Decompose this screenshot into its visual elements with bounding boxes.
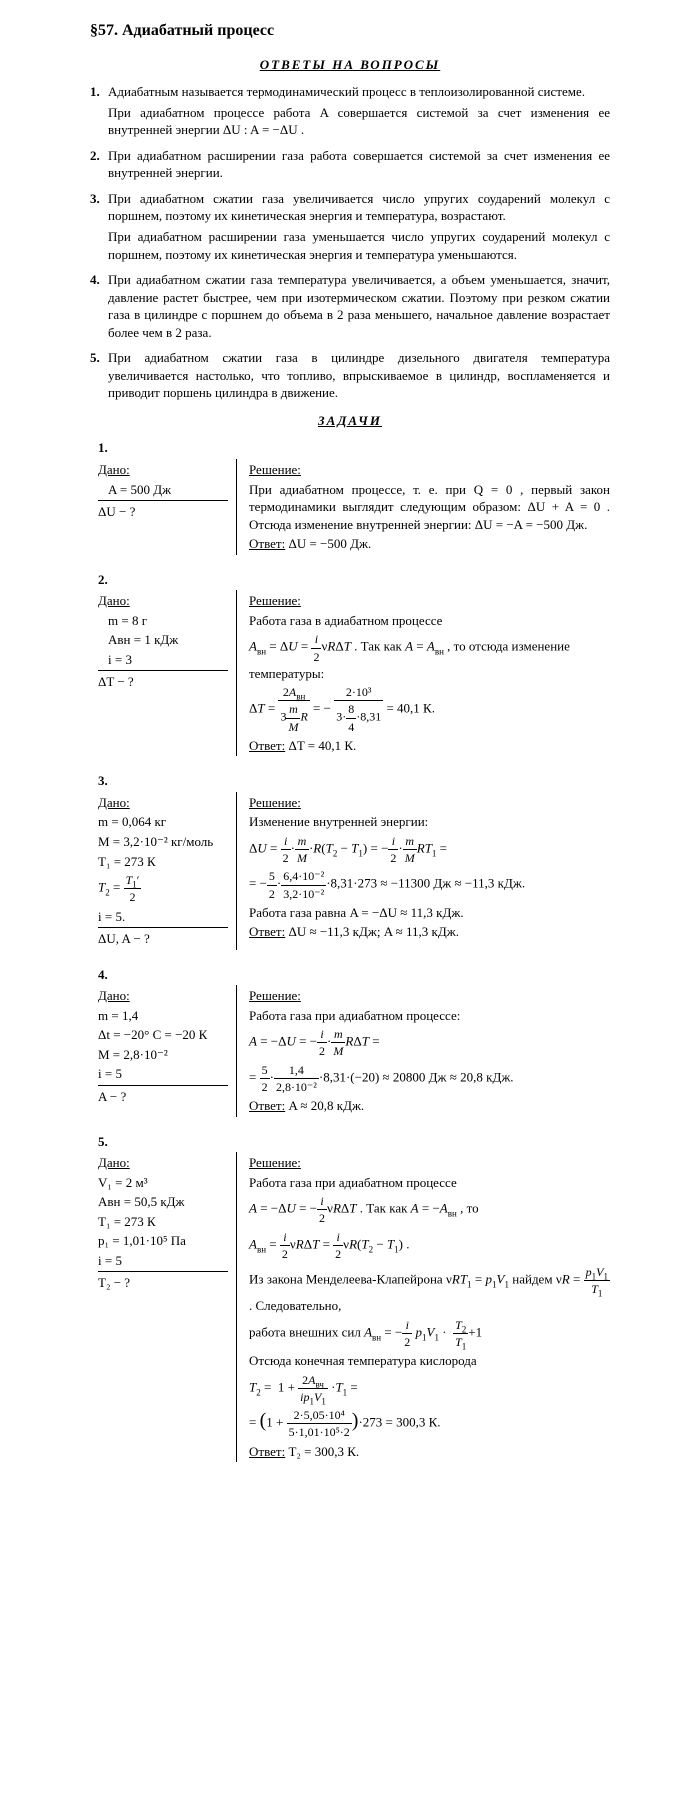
given-label: Дано: (98, 794, 228, 812)
equation: ΔT = 2Aвн3mMR = − 2·10³3·84·8,31 = 40,1 … (249, 684, 610, 735)
solution-text: Работа газа в адиабатном процессе (249, 612, 610, 630)
given-line: A = 500 Дж (98, 481, 228, 499)
equation: Aвн = ΔU = i2νRΔT . Так как A = Aвн , то… (249, 631, 610, 682)
answer-text: ΔU = −500 Дж. (288, 536, 371, 551)
question-2: 2. При адиабатном расширении газа работа… (90, 147, 610, 182)
given-line: i = 5 (98, 1065, 228, 1083)
given-line: V₁ = 2 м³ (98, 1174, 228, 1192)
given-line: M = 2,8·10⁻² (98, 1046, 228, 1064)
solution-label: Решение: (249, 1155, 301, 1170)
given-label: Дано: (98, 592, 228, 610)
questions-list: 1. Адиабатным называется термодинамическ… (90, 83, 610, 402)
q4-text: При адиабатном сжатии газа температура у… (108, 271, 610, 341)
given-line: T₂ − ? (98, 1274, 228, 1292)
problem-number: 3. (98, 772, 610, 790)
given-line: m = 8 г (98, 612, 228, 630)
equation: A = −ΔU = −i2·mMRΔT = (249, 1026, 610, 1059)
equation: Из закона Менделеева-Клапейрона νRT1 = p… (249, 1264, 610, 1315)
given-line: ΔU, A − ? (98, 930, 228, 948)
given-line: m = 0,064 кг (98, 813, 228, 831)
equation: = −52·6,4·10⁻²3,2·10⁻²·8,31·273 ≈ −11300… (249, 868, 610, 901)
given-block: Дано: m = 0,064 кг M = 3,2·10⁻² кг/моль … (90, 792, 237, 950)
problem-4: 4. Дано: m = 1,4 Δt = −20° C = −20 К M =… (90, 966, 610, 1117)
equation: Aвн = i2νRΔT = i2νR(T2 − T1) . (249, 1229, 610, 1262)
given-label: Дано: (98, 987, 228, 1005)
q1-text-b: При адиабатном процессе работа A соверша… (108, 104, 610, 139)
equation: T2 = 1 + 2Aвчip1V1 ·T1 = (249, 1372, 610, 1405)
given-block: Дано: m = 1,4 Δt = −20° C = −20 К M = 2,… (90, 985, 237, 1116)
given-block: Дано: A = 500 Дж ΔU − ? (90, 459, 237, 555)
equation: работа внешних сил Aвн = −i2 p1V1 · T2T1… (249, 1317, 610, 1350)
given-line: ΔU − ? (98, 503, 228, 521)
problem-2: 2. Дано: m = 8 г Aвн = 1 кДж i = 3 ΔT − … (90, 571, 610, 757)
equation: = 52·1,42,8·10⁻²·8,31·(−20) ≈ 20800 Дж ≈… (249, 1062, 610, 1095)
solution-label: Решение: (249, 593, 301, 608)
problem-number: 2. (98, 571, 610, 589)
problem-3: 3. Дано: m = 0,064 кг M = 3,2·10⁻² кг/мо… (90, 772, 610, 949)
solution-text: Отсюда конечная температура кислорода (249, 1352, 610, 1370)
section-answers: ОТВЕТЫ НА ВОПРОСЫ (90, 56, 610, 74)
problem-number: 4. (98, 966, 610, 984)
q5-text: При адиабатном сжатии газа в цилиндре ди… (108, 349, 610, 402)
solution-label: Решение: (249, 988, 301, 1003)
given-line: Aвн = 50,5 кДж (98, 1193, 228, 1211)
given-line: i = 5. (98, 908, 228, 926)
section-problems: ЗАДАЧИ (90, 412, 610, 430)
solution-label: Решение: (249, 795, 301, 810)
problem-number: 1. (98, 439, 610, 457)
solution-label: Решение: (249, 462, 301, 477)
equation: A = −ΔU = −i2νRΔT . Так как A = −Aвн , т… (249, 1193, 610, 1226)
given-block: Дано: m = 8 г Aвн = 1 кДж i = 3 ΔT − ? (90, 590, 237, 756)
given-label: Дано: (98, 461, 228, 479)
given-line: p₁ = 1,01·10⁵ Па (98, 1232, 228, 1250)
page-title: §57. Адиабатный процесс (90, 20, 610, 42)
solution-text: Изменение внутренней энергии: (249, 813, 610, 831)
given-line: m = 1,4 (98, 1007, 228, 1025)
given-line: M = 3,2·10⁻² кг/моль (98, 833, 228, 851)
question-3: 3. При адиабатном сжатии газа увеличивае… (90, 190, 610, 263)
answer-label: Ответ: (249, 1444, 285, 1459)
answer-text: ΔT = 40,1 К. (288, 738, 356, 753)
equation: ΔU = i2·mM·R(T2 − T1) = −i2·mMRT1 = (249, 833, 610, 866)
answer-label: Ответ: (249, 536, 285, 551)
given-line: T₁ = 273 К (98, 853, 228, 871)
answer-text: T₂ = 300,3 К. (288, 1444, 359, 1459)
solution-text: Работа газа равна A = −ΔU ≈ 11,3 кДж. (249, 904, 610, 922)
given-line: Aвн = 1 кДж (98, 631, 228, 649)
equation: = (1 + 2·5,05·10⁴5·1,01·10⁵·2)·273 = 300… (249, 1407, 610, 1440)
solution-block: Решение: При адиабатном процессе, т. е. … (237, 459, 610, 555)
problem-5: 5. Дано: V₁ = 2 м³ Aвн = 50,5 кДж T₁ = 2… (90, 1133, 610, 1463)
question-4: 4. При адиабатном сжатии газа температур… (90, 271, 610, 341)
answer-text: ΔU ≈ −11,3 кДж; A ≈ 11,3 кДж. (288, 924, 459, 939)
answer-label: Ответ: (249, 1098, 285, 1113)
given-label: Дано: (98, 1154, 228, 1172)
solution-text: Работа газа при адиабатном процессе: (249, 1007, 610, 1025)
problem-number: 5. (98, 1133, 610, 1151)
given-line: i = 3 (98, 651, 228, 669)
given-line: T₁ = 273 К (98, 1213, 228, 1231)
solution-block: Решение: Изменение внутренней энергии: Δ… (237, 792, 610, 950)
q3-text-b: При адиабатном расширении газа уменьшает… (108, 228, 610, 263)
given-line: Δt = −20° C = −20 К (98, 1026, 228, 1044)
solution-block: Решение: Работа газа при адиабатном проц… (237, 1152, 610, 1462)
given-line: A − ? (98, 1088, 228, 1106)
answer-text: A ≈ 20,8 кДж. (288, 1098, 364, 1113)
answer-label: Ответ: (249, 924, 285, 939)
solution-text: При адиабатном процессе, т. е. при Q = 0… (249, 481, 610, 534)
problem-1: 1. Дано: A = 500 Дж ΔU − ? Решение: При … (90, 439, 610, 554)
q3-text-a: При адиабатном сжатии газа увеличивается… (108, 190, 610, 225)
q1-text-a: Адиабатным называется термодинамический … (108, 83, 610, 101)
given-line: ΔT − ? (98, 673, 228, 691)
solution-block: Решение: Работа газа при адиабатном проц… (237, 985, 610, 1116)
question-1: 1. Адиабатным называется термодинамическ… (90, 83, 610, 139)
q2-text: При адиабатном расширении газа работа со… (108, 147, 610, 182)
given-block: Дано: V₁ = 2 м³ Aвн = 50,5 кДж T₁ = 273 … (90, 1152, 237, 1462)
solution-block: Решение: Работа газа в адиабатном процес… (237, 590, 610, 756)
answer-label: Ответ: (249, 738, 285, 753)
given-line: i = 5 (98, 1252, 228, 1270)
question-5: 5. При адиабатном сжатии газа в цилиндре… (90, 349, 610, 402)
solution-text: Работа газа при адиабатном процессе (249, 1174, 610, 1192)
given-line: T2 = T1′2 (98, 872, 228, 905)
